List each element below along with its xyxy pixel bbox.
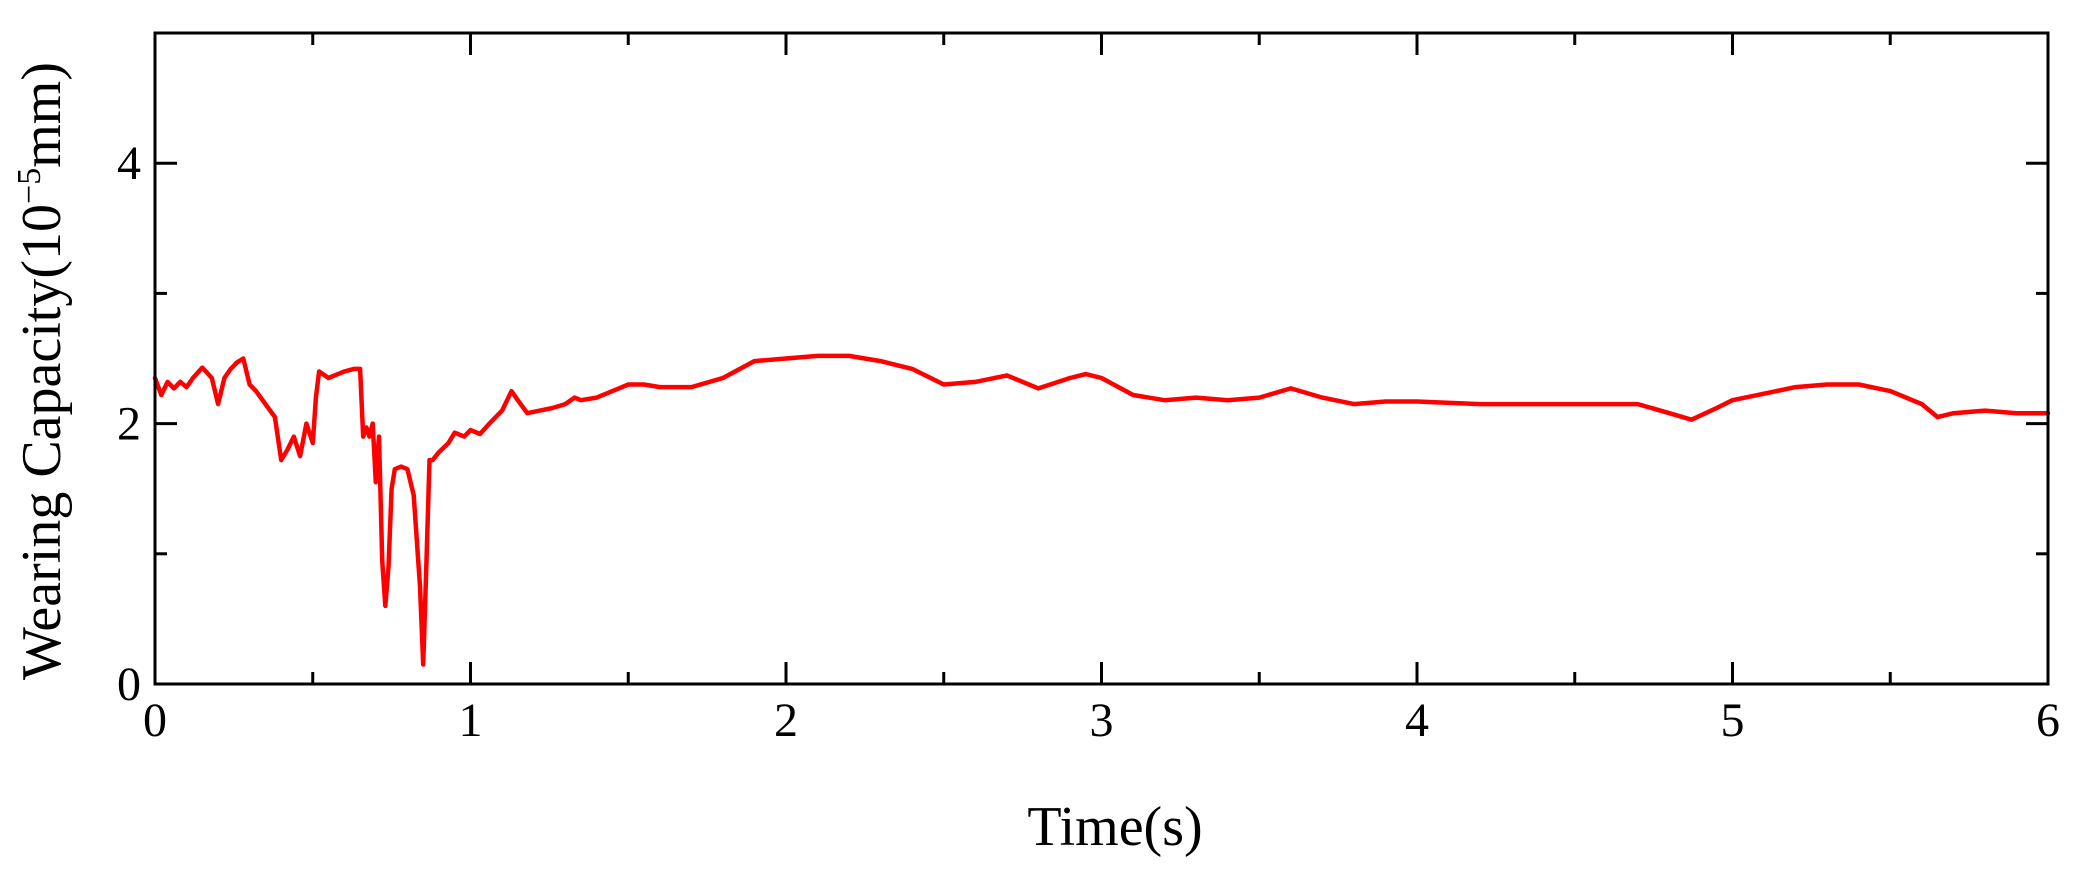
x-tick-label: 5	[1721, 694, 1745, 747]
x-tick-label: 2	[774, 694, 798, 747]
y-tick-label: 0	[117, 658, 141, 711]
y-tick-label: 4	[117, 137, 141, 190]
y-axis-title-unit: mm)	[11, 62, 73, 168]
x-tick-label: 4	[1405, 694, 1429, 747]
x-tick-label: 3	[1090, 694, 1114, 747]
plot-frame	[153, 31, 2050, 686]
x-tick-label: 1	[459, 694, 483, 747]
x-tick-label: 0	[143, 694, 167, 747]
y-axis-title-exponent: −5	[11, 168, 48, 204]
series-layer	[152, 353, 2051, 667]
tick-labels: 0 1 2 3 4 5 6 0 2 4	[117, 137, 2060, 747]
y-tick-label: 2	[117, 398, 141, 451]
x-axis-title: Time(s)	[1027, 796, 1202, 858]
series-line	[152, 353, 2051, 667]
y-axis-title-main: Wearing Capacity(10	[11, 204, 73, 680]
axis-ticks	[153, 33, 2050, 686]
x-tick-label: 6	[2036, 694, 2060, 747]
y-axis-title: Wearing Capacity(10−5mm)	[11, 62, 73, 680]
